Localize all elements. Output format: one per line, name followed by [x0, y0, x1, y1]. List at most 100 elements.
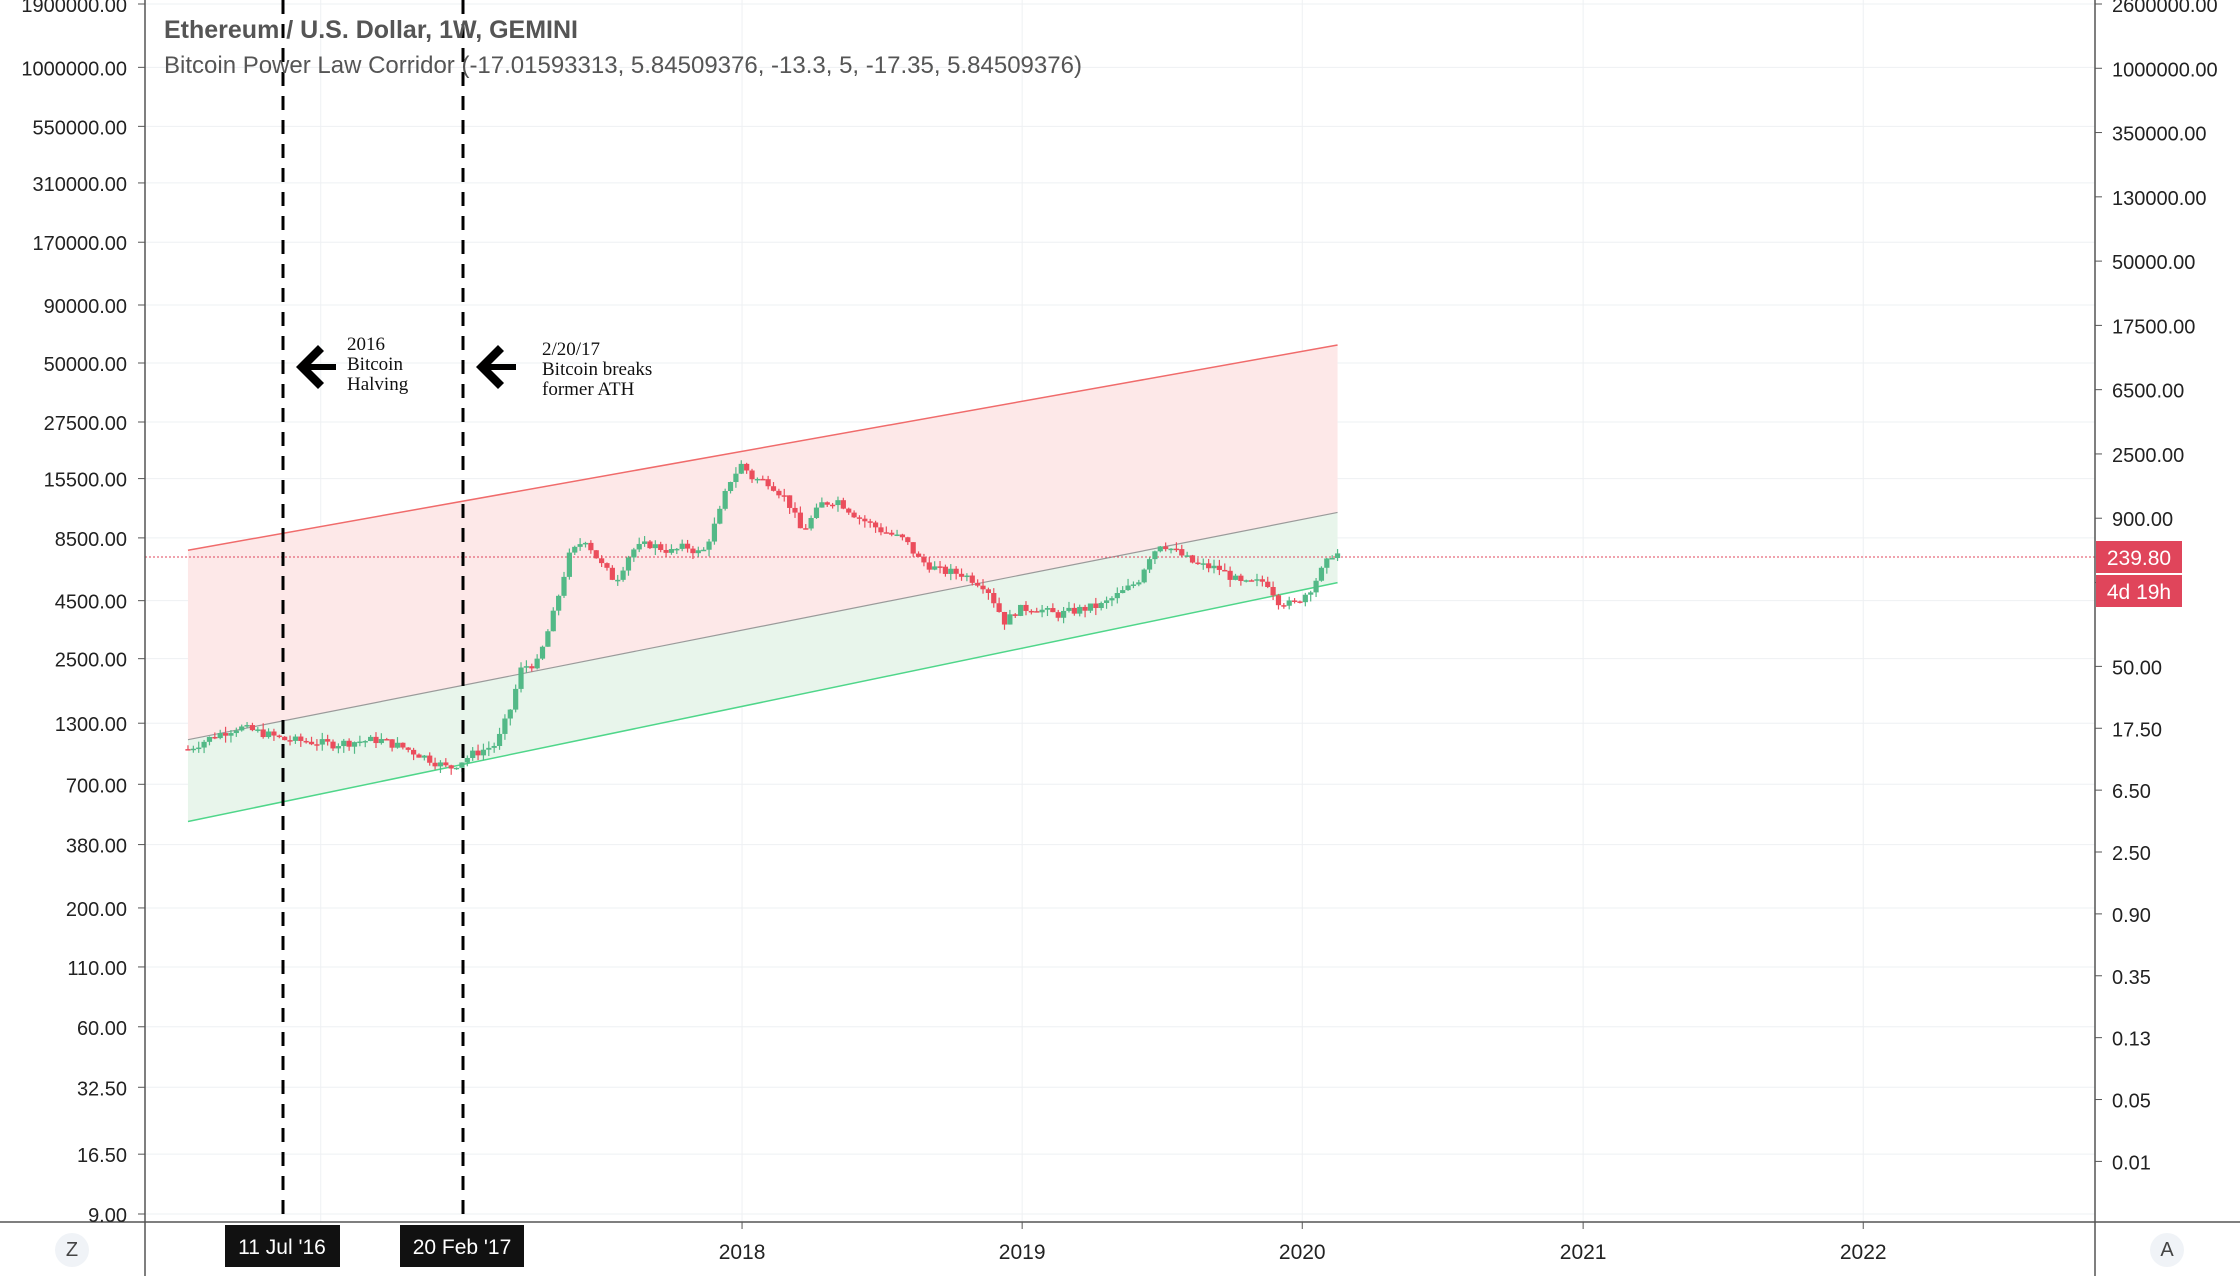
candle-body	[368, 736, 374, 742]
left-tick-label: 60.00	[77, 1018, 127, 1040]
candle-body	[915, 553, 922, 557]
candle-body	[416, 754, 422, 758]
candle-body	[1281, 605, 1287, 607]
candle-body	[991, 593, 997, 604]
candle-body	[856, 517, 863, 519]
candle-body	[405, 747, 411, 750]
right-tick-label: 130000.00	[2112, 188, 2207, 210]
right-tick-label: 0.90	[2112, 905, 2151, 927]
candle-body	[787, 495, 793, 508]
left-tick-label: 700.00	[66, 775, 127, 797]
candle-body	[1302, 594, 1308, 603]
candle-body	[308, 741, 315, 745]
candle-body	[1082, 606, 1088, 611]
candle-body	[846, 508, 852, 513]
candle-body	[835, 500, 841, 506]
candle-body	[1146, 559, 1153, 570]
indicator-title: Bitcoin Power Law Corridor (-17.01593313…	[164, 52, 1082, 79]
right-tick-label: 1000000.00	[2112, 59, 2218, 81]
right-tick-label: 0.01	[2112, 1152, 2151, 1174]
auto-scale-button[interactable]: A	[2150, 1233, 2184, 1267]
candle-body	[491, 745, 497, 748]
candle-body	[421, 755, 427, 758]
left-tick-label: 200.00	[66, 899, 127, 921]
time-tick-label: 2022	[1840, 1241, 1887, 1264]
annotation-line: Bitcoin breaks	[542, 359, 652, 380]
candle-body	[303, 740, 309, 743]
candle-body	[1093, 603, 1099, 609]
candle-body	[582, 542, 589, 545]
chart-title: Ethereum / U.S. Dollar, 1W, GEMINI	[164, 16, 578, 45]
candle-body	[776, 490, 782, 496]
lower-band-line	[187, 581, 1338, 823]
candle-body	[899, 534, 906, 538]
candle-body	[222, 733, 229, 736]
candle-body	[964, 575, 970, 578]
candle-body	[271, 731, 277, 736]
candle-body	[1238, 575, 1244, 581]
candle-body	[770, 486, 777, 491]
candle-body	[883, 532, 889, 534]
candle-body	[889, 532, 895, 535]
candle-body	[1270, 586, 1276, 596]
candle-body	[1329, 558, 1335, 560]
right-tick-label: 6.50	[2112, 781, 2151, 803]
candle-body	[319, 739, 325, 745]
candle-body	[679, 543, 685, 549]
candle-body	[1232, 575, 1239, 580]
candle-body	[604, 563, 610, 568]
time-tick-label: 2018	[719, 1241, 766, 1264]
candle-body	[652, 544, 658, 549]
annotation-line: 2016	[347, 334, 385, 355]
candle-body	[1259, 579, 1265, 582]
candle-body	[1034, 611, 1040, 613]
candle-body	[969, 575, 975, 583]
candle-body	[760, 478, 766, 481]
candle-body	[668, 549, 675, 553]
candle-body	[437, 762, 444, 767]
candle-body	[335, 746, 341, 749]
candle-body	[803, 528, 809, 530]
halving-date-label: 11 Jul '16	[225, 1225, 340, 1267]
candle-body	[1141, 569, 1147, 583]
candle-body	[975, 582, 981, 586]
candle-body	[362, 741, 368, 743]
candle-body	[1286, 600, 1292, 606]
candle-body	[819, 502, 825, 508]
candle-body	[351, 742, 358, 747]
candle-body	[615, 579, 621, 582]
countdown-badge-text: 4d 19h	[2107, 581, 2171, 604]
annotation-line: Halving	[347, 374, 409, 395]
candle-body	[910, 542, 916, 554]
candle-body	[276, 735, 282, 738]
left-tick-label: 550000.00	[32, 117, 127, 139]
candle-body	[754, 478, 760, 481]
symbol-title: Ethereum / U.S. Dollar, 1W, GEMINI	[164, 16, 578, 44]
candle-body	[486, 747, 492, 750]
candle-body	[566, 552, 572, 577]
candle-body	[1023, 604, 1029, 611]
candlestick-series	[185, 460, 1341, 775]
zoom-toggle-button[interactable]: Z	[55, 1233, 89, 1267]
candle-body	[797, 512, 803, 529]
candle-body	[744, 463, 750, 471]
candle-body	[1227, 570, 1233, 580]
candle-body	[894, 534, 900, 537]
left-tick-label: 110.00	[67, 958, 127, 980]
ath-date-label: 20 Feb '17	[400, 1225, 524, 1267]
candle-body	[1334, 553, 1341, 559]
candle-body	[1152, 551, 1158, 560]
candle-body	[711, 523, 718, 542]
candle-body	[830, 504, 836, 507]
candle-body	[1114, 593, 1120, 599]
candle-body	[190, 748, 196, 751]
candle-body	[265, 731, 272, 738]
candle-body	[1109, 598, 1115, 601]
candle-body	[357, 741, 363, 744]
right-tick-label: 0.35	[2112, 967, 2151, 989]
candle-body	[599, 558, 605, 564]
candle-body	[1243, 580, 1249, 582]
upper-band-line	[187, 344, 1338, 551]
candle-body	[1060, 610, 1067, 618]
